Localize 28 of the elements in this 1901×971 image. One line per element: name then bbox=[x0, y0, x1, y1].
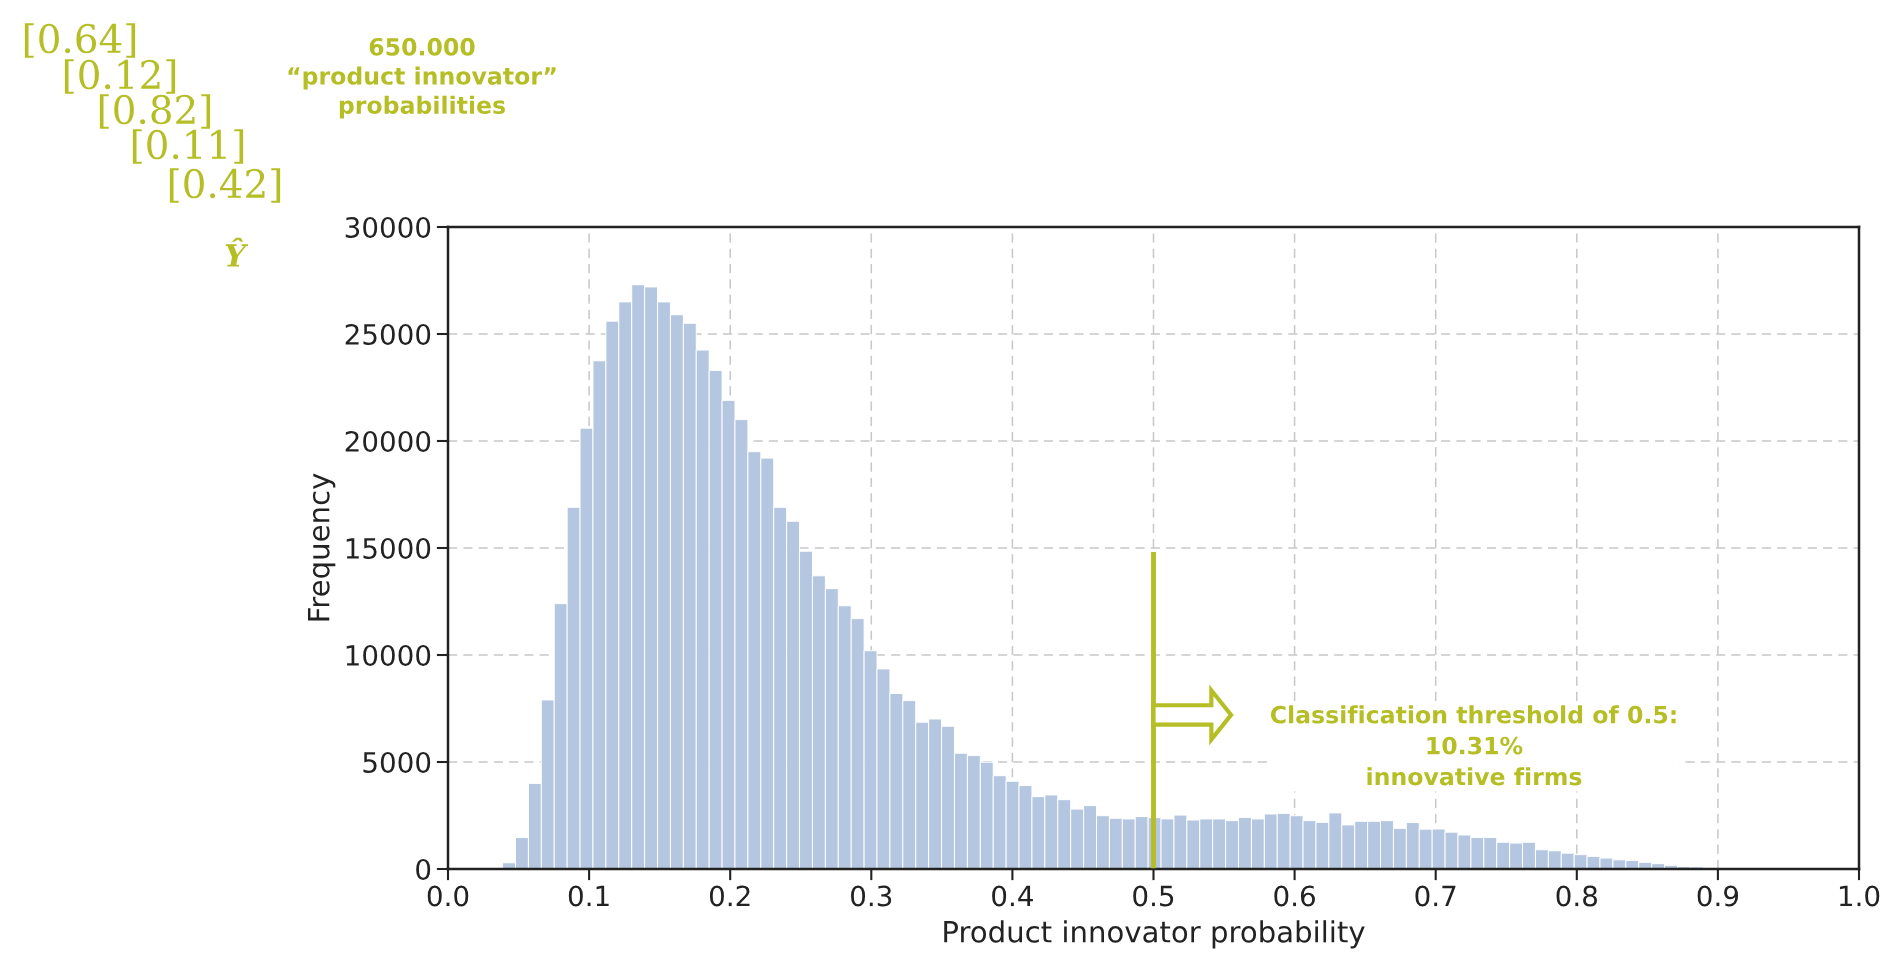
x-tick-label: 0.5 bbox=[1133, 885, 1174, 907]
text: Ŷ bbox=[225, 237, 249, 267]
x-tick-label: 0.3 bbox=[851, 885, 892, 907]
y-axis-title: Frequency bbox=[308, 473, 336, 621]
x-tick-label: 0.8 bbox=[1556, 885, 1597, 907]
x-tick-label: 0.0 bbox=[427, 885, 469, 907]
text: 650.000 “product innovator” probabilities bbox=[288, 37, 556, 119]
y-tick-label: 15000 bbox=[346, 537, 431, 559]
y-tick-label: 25000 bbox=[345, 323, 431, 345]
text: [0.42] bbox=[169, 168, 281, 203]
x-tick-label: 0.6 bbox=[1274, 885, 1315, 907]
y-tick-label: 10000 bbox=[346, 644, 431, 666]
x-tick-label: 0.2 bbox=[709, 885, 750, 907]
x-tick-label: 0.1 bbox=[568, 885, 609, 907]
x-tick-label: 1.0 bbox=[1839, 885, 1880, 907]
text: [0.82] bbox=[99, 94, 211, 129]
y-tick-label: 0 bbox=[416, 858, 431, 880]
y-tick-label: 20000 bbox=[345, 430, 431, 452]
x-tick-label: 0.4 bbox=[992, 885, 1033, 907]
text: [0.12] bbox=[64, 59, 176, 94]
x-tick-label: 0.9 bbox=[1697, 885, 1739, 907]
x-tick-label: 0.7 bbox=[1415, 885, 1456, 907]
y-tick-label: 5000 bbox=[363, 751, 431, 773]
x-axis-title: Product innovator probability bbox=[944, 920, 1365, 949]
text: [0.64] bbox=[24, 23, 136, 58]
y-tick-label: 30000 bbox=[345, 216, 431, 238]
text: [0.11] bbox=[132, 129, 244, 164]
ref-line-label: Classification threshold of 0.5: 10.31% innovative firms bbox=[1270, 705, 1676, 786]
